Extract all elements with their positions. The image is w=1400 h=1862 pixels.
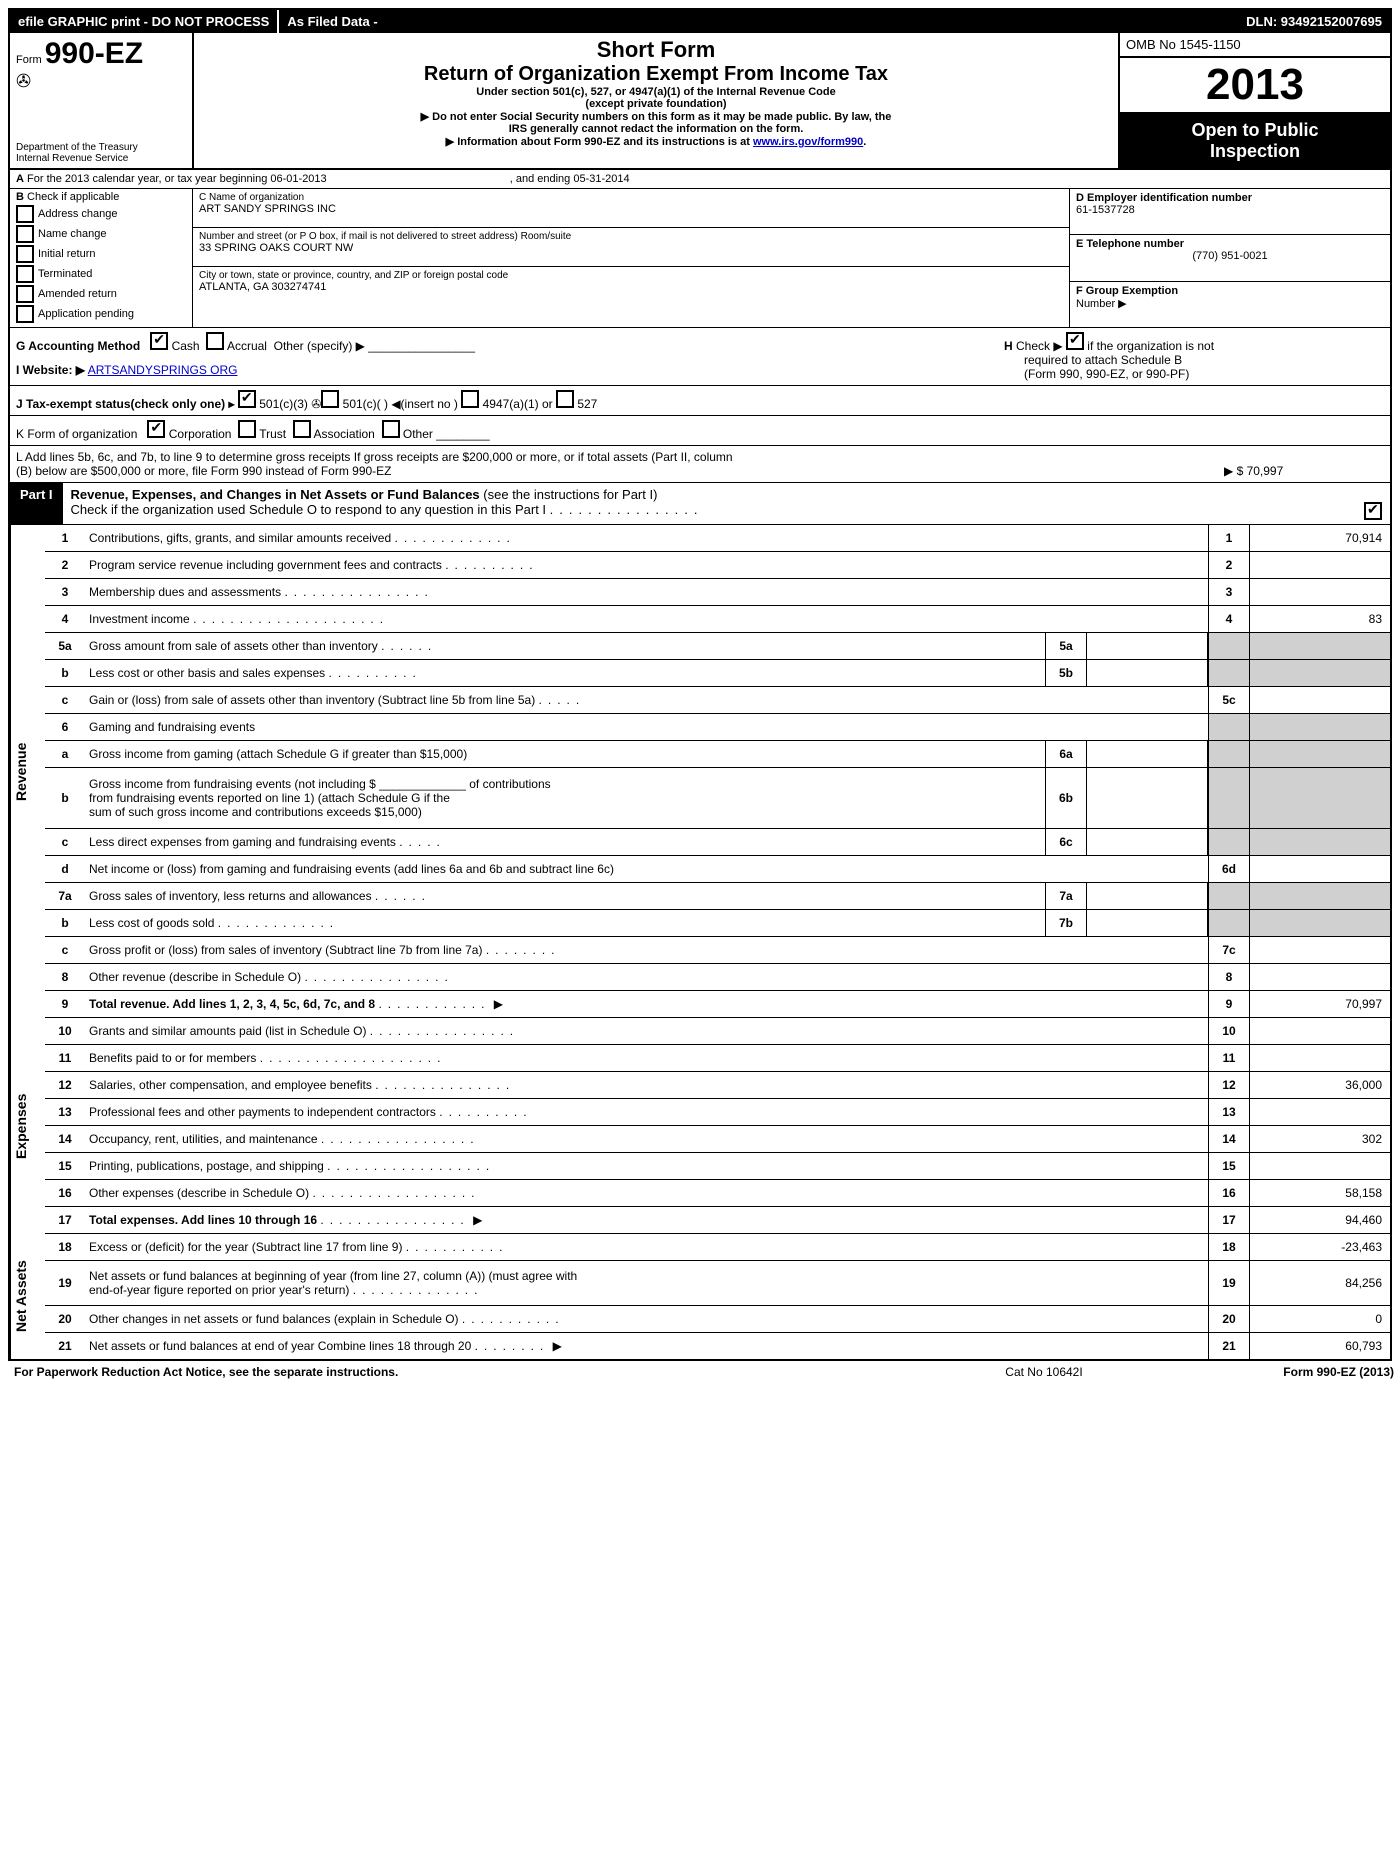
cb-schedule-o[interactable] (1364, 502, 1382, 520)
header-row: Form 990-EZ ✇ Department of the Treasury… (10, 33, 1390, 170)
website-link[interactable]: ARTSANDYSPRINGS ORG (88, 363, 238, 377)
net-assets-label: Net Assets (10, 1234, 45, 1359)
ssn-warning-1: ▶ Do not enter Social Security numbers o… (202, 110, 1110, 123)
row-a: A For the 2013 calendar year, or tax yea… (10, 170, 1390, 189)
cb-schedule-b[interactable] (1066, 332, 1084, 350)
col-d-ids: D Employer identification number 61-1537… (1069, 189, 1390, 327)
expenses-label: Expenses (10, 1018, 45, 1234)
cb-501c[interactable] (321, 390, 339, 408)
row-gh: G Accounting Method Cash Accrual Other (… (10, 328, 1390, 386)
row-l: L Add lines 5b, 6c, and 7b, to line 9 to… (10, 446, 1390, 483)
subtitle-2: (except private foundation) (202, 98, 1110, 110)
subtitle-1: Under section 501(c), 527, or 4947(a)(1)… (202, 86, 1110, 98)
header-left: Form 990-EZ ✇ Department of the Treasury… (10, 33, 194, 168)
cb-amended[interactable] (16, 285, 34, 303)
cat-no: Cat No 10642I (894, 1365, 1194, 1379)
header-right: OMB No 1545-1150 2013 Open to Public Ins… (1118, 33, 1390, 168)
tax-year: 2013 (1120, 58, 1390, 114)
row-k: K Form of organization Corporation Trust… (10, 416, 1390, 446)
revenue-section: Revenue 1Contributions, gifts, grants, a… (10, 525, 1390, 1018)
section-bcdef: B Check if applicable Address change Nam… (10, 189, 1390, 328)
cb-association[interactable] (293, 420, 311, 438)
cb-cash[interactable] (150, 332, 168, 350)
footer: For Paperwork Reduction Act Notice, see … (8, 1361, 1400, 1383)
dept-treasury: Department of the Treasury (16, 142, 186, 153)
revenue-label: Revenue (10, 525, 45, 1018)
cb-terminated[interactable] (16, 265, 34, 283)
top-bar: efile GRAPHIC print - DO NOT PROCESS As … (10, 10, 1390, 33)
part1-tag: Part I (10, 483, 63, 524)
cb-name-change[interactable] (16, 225, 34, 243)
org-name: ART SANDY SPRINGS INC (199, 203, 1063, 215)
as-filed-label: As Filed Data - (277, 10, 385, 33)
short-form-title: Short Form (202, 37, 1110, 63)
org-city: ATLANTA, GA 303274741 (199, 281, 1063, 293)
form-footer: Form 990-EZ (2013) (1194, 1365, 1394, 1379)
paperwork-notice: For Paperwork Reduction Act Notice, see … (14, 1365, 894, 1379)
gross-receipts: ▶ $ 70,997 (1224, 464, 1384, 478)
irs-link[interactable]: www.irs.gov/form990 (753, 136, 863, 148)
form-number: 990-EZ (45, 37, 143, 70)
col-b-checkboxes: B Check if applicable Address change Nam… (10, 189, 193, 327)
cb-4947[interactable] (461, 390, 479, 408)
cb-pending[interactable] (16, 305, 34, 323)
expenses-section: Expenses 10Grants and similar amounts pa… (10, 1018, 1390, 1234)
dln-label: DLN: 93492152007695 (1238, 10, 1390, 33)
org-street: 33 SPRING OAKS COURT NW (199, 242, 1063, 254)
cb-trust[interactable] (238, 420, 256, 438)
cb-corporation[interactable] (147, 420, 165, 438)
ssn-warning-2: IRS generally cannot redact the informat… (202, 123, 1110, 135)
cb-initial-return[interactable] (16, 245, 34, 263)
cb-other-org[interactable] (382, 420, 400, 438)
omb-number: OMB No 1545-1150 (1120, 33, 1390, 58)
cb-527[interactable] (556, 390, 574, 408)
part1-header: Part I Revenue, Expenses, and Changes in… (10, 483, 1390, 525)
net-assets-section: Net Assets 18Excess or (deficit) for the… (10, 1234, 1390, 1359)
cb-address-change[interactable] (16, 205, 34, 223)
main-title: Return of Organization Exempt From Incom… (202, 63, 1110, 86)
header-center: Short Form Return of Organization Exempt… (194, 33, 1118, 168)
form-prefix: Form (16, 54, 42, 66)
cb-501c3[interactable] (238, 390, 256, 408)
col-c-org-info: C Name of organization ART SANDY SPRINGS… (193, 189, 1069, 327)
ein-value: 61-1537728 (1076, 204, 1384, 216)
efile-label: efile GRAPHIC print - DO NOT PROCESS (10, 10, 277, 33)
form-container: efile GRAPHIC print - DO NOT PROCESS As … (8, 8, 1392, 1361)
info-text: ▶ Information about Form 990-EZ and its … (446, 136, 753, 148)
phone-value: (770) 951-0021 (1076, 250, 1384, 262)
irs-label: Internal Revenue Service (16, 153, 186, 164)
open-public-badge: Open to Public Inspection (1120, 114, 1390, 168)
cb-accrual[interactable] (206, 332, 224, 350)
row-j: J Tax-exempt status(check only one) ▸ 50… (10, 386, 1390, 416)
